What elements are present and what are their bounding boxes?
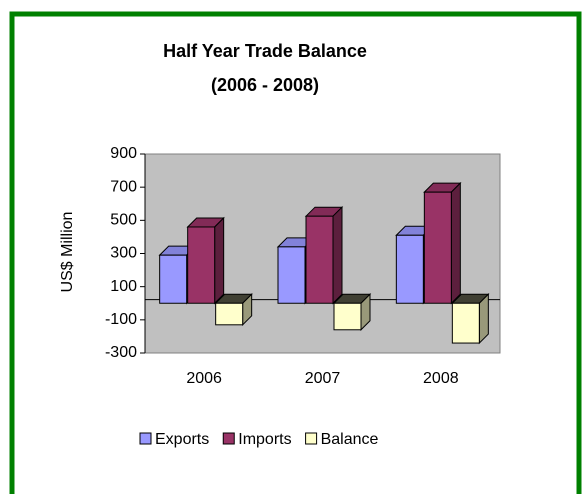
bar-front xyxy=(423,191,452,304)
legend-label: Balance xyxy=(321,431,379,448)
chart-title: Half Year Trade Balance xyxy=(163,41,367,61)
legend-swatch xyxy=(222,432,235,445)
bar-side xyxy=(450,181,461,305)
bar-front xyxy=(215,302,244,326)
bar-side xyxy=(332,205,343,305)
bar-side xyxy=(478,293,489,345)
y-tick-label: -100 xyxy=(105,311,137,328)
bar xyxy=(332,293,372,331)
y-tick-label: 300 xyxy=(110,245,137,262)
bar-front xyxy=(451,302,480,344)
bar-front xyxy=(187,226,216,304)
bar-front xyxy=(277,246,306,304)
bar-front xyxy=(395,234,424,304)
bar xyxy=(423,181,462,305)
legend-label: Imports xyxy=(238,431,291,448)
y-tick-label: 700 xyxy=(110,178,137,195)
bar-front xyxy=(333,302,362,331)
bar xyxy=(304,205,344,305)
bar-side xyxy=(214,216,225,305)
y-axis-label: US$ Million xyxy=(59,212,76,293)
x-tick-label: 2007 xyxy=(305,370,341,387)
y-tick-label: 900 xyxy=(110,145,137,162)
x-tick-label: 2008 xyxy=(423,370,459,387)
legend-label: Exports xyxy=(155,431,209,448)
legend-swatch xyxy=(305,432,318,445)
bar xyxy=(451,293,490,345)
bar-front xyxy=(159,254,188,304)
y-tick-label: -300 xyxy=(105,344,137,361)
legend-swatch xyxy=(139,432,152,445)
x-tick-label: 2006 xyxy=(186,370,222,387)
bar xyxy=(186,216,225,305)
y-tick-label: 500 xyxy=(110,212,137,229)
chart-subtitle: (2006 - 2008) xyxy=(211,75,319,95)
y-tick-label: 100 xyxy=(110,278,137,295)
bar xyxy=(214,293,253,327)
bar-front xyxy=(305,215,334,304)
